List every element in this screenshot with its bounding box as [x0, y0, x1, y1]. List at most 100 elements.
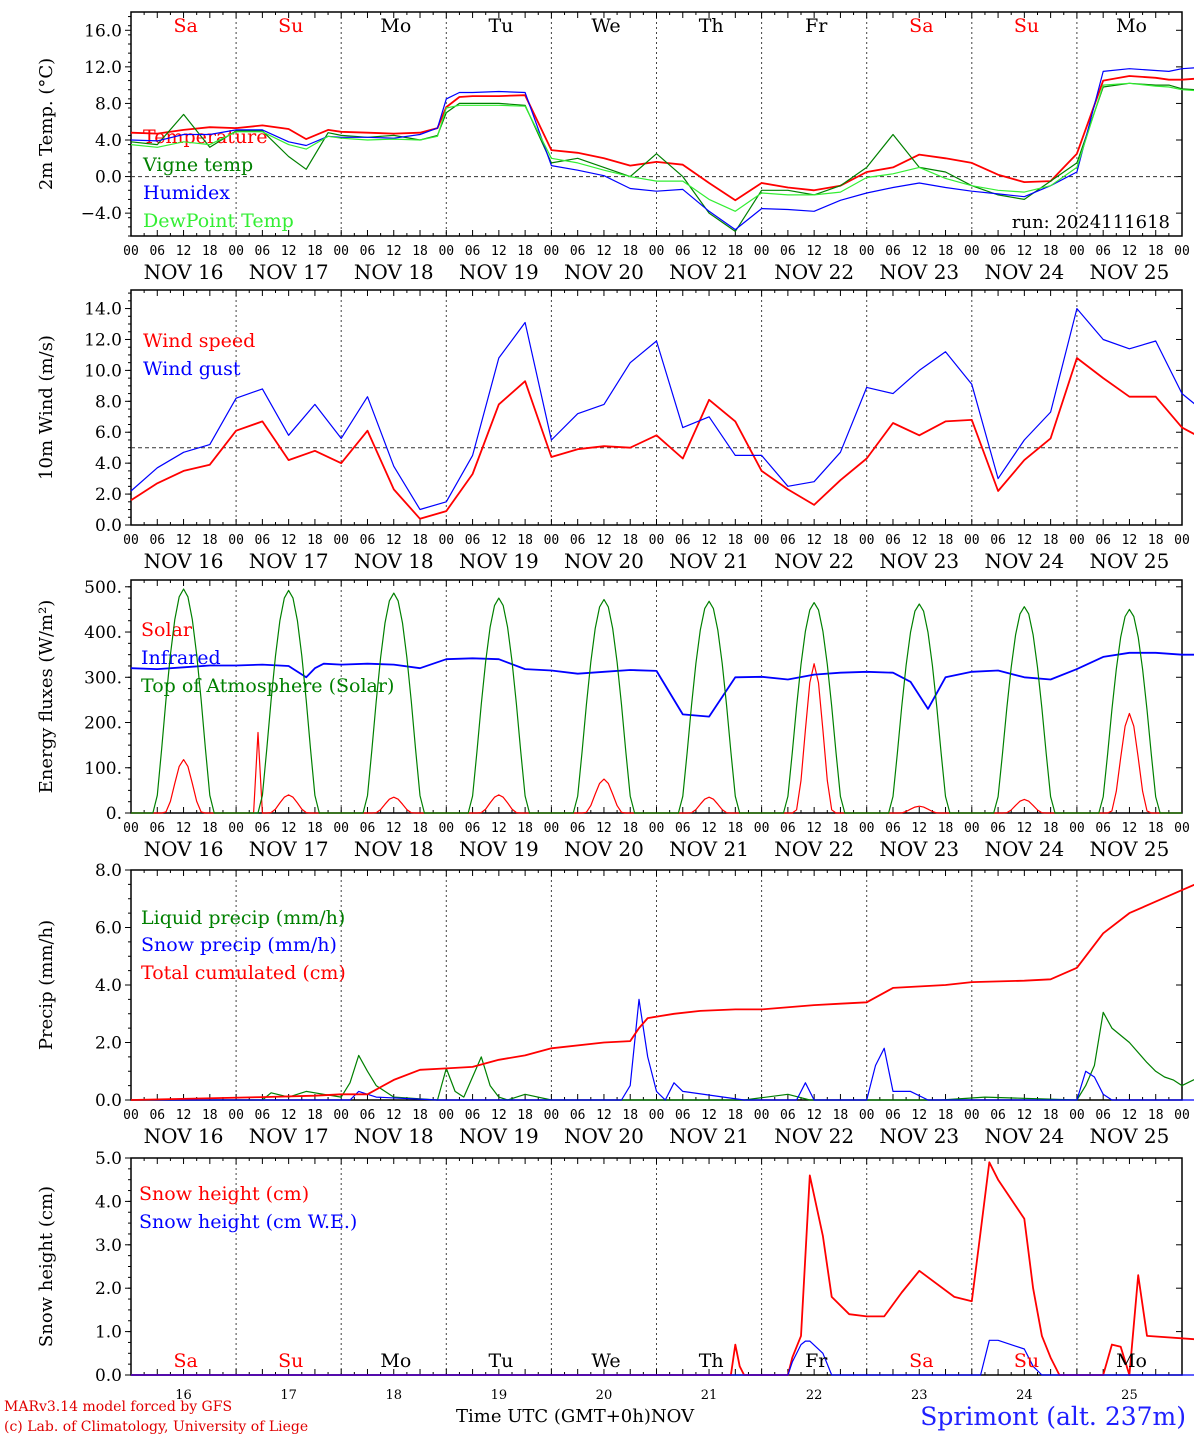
hour-label: 18 [412, 533, 428, 548]
date-label: NOV 21 [669, 549, 749, 573]
y-tick-label: 0. [106, 804, 122, 824]
weekday-label: Tu [488, 1350, 513, 1372]
y-tick-label: 8.0 [95, 392, 122, 412]
hour-label: 00 [438, 533, 454, 548]
date-label: NOV 25 [1090, 260, 1170, 284]
date-label: NOV 25 [1090, 549, 1170, 573]
day-number-label: 18 [385, 1388, 402, 1403]
weekday-label: Mo [1116, 15, 1147, 37]
hour-label: 06 [255, 1108, 271, 1123]
hour-label: 00 [1069, 244, 1085, 259]
hour-label: 06 [885, 533, 901, 548]
hour-label: 06 [360, 533, 376, 548]
hour-label: 00 [544, 244, 560, 259]
hour-label: 18 [307, 533, 323, 548]
hour-label: 00 [333, 244, 349, 259]
hour-label: 06 [149, 821, 165, 836]
legend-entry: Solar [141, 619, 193, 641]
date-label: NOV 24 [984, 837, 1064, 861]
hour-label: 06 [255, 533, 271, 548]
hour-label: 12 [281, 244, 297, 259]
date-label: NOV 21 [669, 1124, 749, 1148]
legend-entry: Top of Atmosphere (Solar) [141, 675, 394, 697]
hour-label: 12 [596, 821, 612, 836]
hour-label: 18 [622, 821, 638, 836]
hour-label: 12 [386, 1108, 402, 1123]
hour-label: 18 [622, 1108, 638, 1123]
hour-label: 00 [964, 821, 980, 836]
series-line-wind-1 [130, 308, 1194, 511]
y-tick-label: 5.0 [95, 1149, 122, 1169]
series-line-precip-2 [130, 883, 1194, 1101]
y-tick-label: 2.0 [95, 1279, 122, 1299]
month-label: NOV [650, 1406, 695, 1427]
hour-label: 12 [911, 821, 927, 836]
hour-label: 00 [123, 821, 139, 836]
hour-label: 18 [202, 533, 218, 548]
hour-label: 12 [806, 1108, 822, 1123]
hour-label: 18 [307, 244, 323, 259]
hour-label: 06 [570, 533, 586, 548]
legend-entry: DewPoint Temp [143, 210, 294, 232]
hour-label: 12 [911, 533, 927, 548]
y-tick-label: 200. [84, 714, 122, 734]
series-line-temp-0 [130, 75, 1194, 202]
hour-label: 00 [333, 821, 349, 836]
hour-label: 06 [465, 1108, 481, 1123]
hour-label: 18 [412, 821, 428, 836]
date-label: NOV 16 [144, 837, 224, 861]
hour-label: 18 [727, 244, 743, 259]
hour-label: 00 [754, 244, 770, 259]
hour-label: 06 [780, 533, 796, 548]
hour-label: 06 [360, 244, 376, 259]
date-label: NOV 19 [459, 837, 539, 861]
day-number-label: 17 [280, 1388, 297, 1403]
y-axis-title: Energy fluxes (W/m²) [36, 600, 57, 794]
hour-label: 06 [149, 533, 165, 548]
y-tick-label: 4.0 [95, 454, 122, 474]
date-label: NOV 22 [774, 260, 854, 284]
hour-label: 18 [727, 533, 743, 548]
hour-label: 12 [386, 821, 402, 836]
hour-label: 12 [1122, 533, 1138, 548]
day-number-label: 16 [175, 1388, 192, 1403]
y-tick-label: 3.0 [95, 1236, 122, 1256]
date-label: NOV 20 [564, 1124, 644, 1148]
series-line-precip-0 [131, 1011, 1194, 1101]
hour-label: 18 [412, 244, 428, 259]
hour-label: 18 [938, 821, 954, 836]
y-tick-label: 500. [84, 578, 122, 598]
hour-label: 06 [780, 244, 796, 259]
hour-label: 12 [701, 244, 717, 259]
hour-label: 06 [360, 821, 376, 836]
date-label: NOV 23 [879, 549, 959, 573]
hour-label: 06 [570, 821, 586, 836]
day-number-label: 21 [701, 1388, 718, 1403]
hour-label: 18 [517, 533, 533, 548]
hour-label: 12 [176, 1108, 192, 1123]
hour-label: 12 [596, 533, 612, 548]
weekday-label: Fr [805, 1350, 828, 1372]
hour-label: 18 [833, 533, 849, 548]
hour-label: 00 [964, 1108, 980, 1123]
y-tick-label: 8.0 [95, 861, 122, 881]
hour-label: 12 [176, 821, 192, 836]
date-label: NOV 17 [249, 260, 329, 284]
hour-label: 00 [859, 1108, 875, 1123]
legend-entry: Total cumulated (cm) [141, 962, 346, 984]
y-tick-label: 0.0 [95, 168, 122, 188]
legend-entry: Snow precip (mm/h) [141, 934, 337, 956]
date-label: NOV 22 [774, 549, 854, 573]
date-label: NOV 24 [984, 1124, 1064, 1148]
hour-label: 18 [833, 244, 849, 259]
hour-label: 00 [438, 244, 454, 259]
time-axis-title: Time UTC (GMT+0h)NOV [456, 1406, 694, 1427]
weekday-label: Tu [488, 15, 513, 37]
hour-label: 00 [859, 821, 875, 836]
y-tick-label: 12.0 [84, 58, 122, 78]
hour-label: 18 [517, 244, 533, 259]
weekday-label: Sa [909, 15, 933, 37]
hour-label: 06 [1095, 533, 1111, 548]
hour-label: 18 [1043, 821, 1059, 836]
hour-label: 06 [885, 244, 901, 259]
